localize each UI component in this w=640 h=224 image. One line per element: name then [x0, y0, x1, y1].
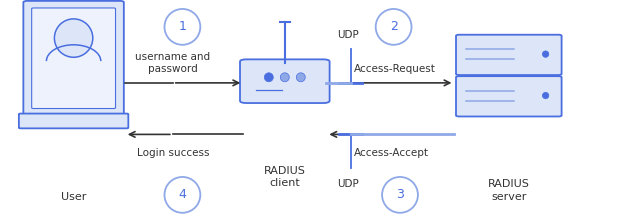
Ellipse shape [280, 73, 289, 82]
FancyBboxPatch shape [456, 76, 562, 116]
Text: Access-Request: Access-Request [354, 64, 436, 74]
Ellipse shape [264, 73, 273, 82]
FancyBboxPatch shape [240, 59, 330, 103]
FancyBboxPatch shape [19, 114, 128, 128]
Text: username and
password: username and password [135, 52, 211, 74]
Text: Access-Accept: Access-Accept [354, 148, 429, 158]
Text: 4: 4 [179, 188, 186, 201]
Ellipse shape [543, 92, 549, 99]
Text: 3: 3 [396, 188, 404, 201]
Text: User: User [61, 192, 86, 202]
Ellipse shape [296, 73, 305, 82]
FancyBboxPatch shape [456, 35, 562, 75]
Text: UDP: UDP [337, 30, 358, 40]
Text: Login success: Login success [136, 148, 209, 158]
Ellipse shape [543, 51, 549, 57]
Text: UDP: UDP [337, 179, 358, 189]
Text: RADIUS
client: RADIUS client [264, 166, 306, 188]
Text: 1: 1 [179, 20, 186, 33]
Ellipse shape [54, 19, 93, 57]
Text: 2: 2 [390, 20, 397, 33]
FancyBboxPatch shape [24, 1, 124, 116]
FancyBboxPatch shape [32, 8, 115, 108]
Text: RADIUS
server: RADIUS server [488, 179, 530, 202]
